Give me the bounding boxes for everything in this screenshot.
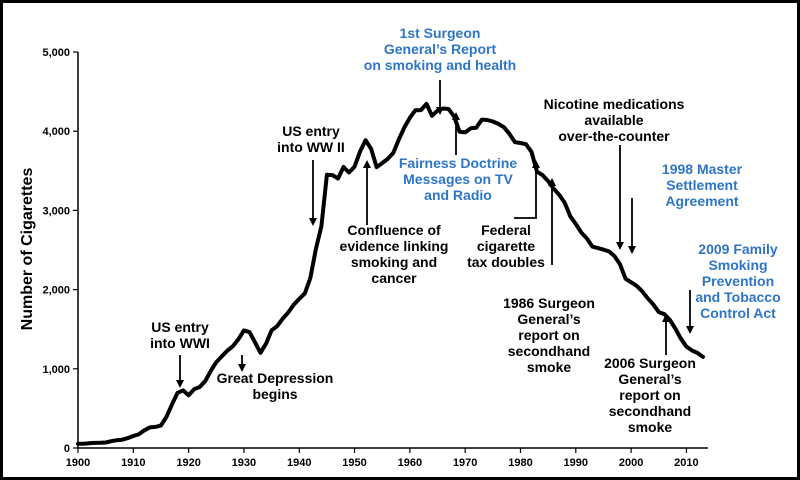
arrow-nicotine [616,145,624,250]
arrow-family-act [686,290,694,334]
annotation-first-sg-report: 1st Surgeon General’s Report on smoking an… [364,25,516,73]
y-axis-label: Number of Cigarettes [19,168,36,331]
arrow-depression [238,355,246,372]
annotation-us-entry-wwi: US entry into WWI [150,319,210,351]
arrow-wwii [309,160,317,226]
annotation-sg-1986: 1986 Surgeon General’s report on secondhand… [503,295,595,375]
x-tick-label: 1950 [342,457,366,469]
x-tick-label: 1990 [564,457,588,469]
annotation-federal-tax: Federal cigarette tax doubles [467,222,545,270]
tick-labels: 0 1,000 2,000 3,000 4,000 5,000 1900 1910 1920 19… [42,47,698,469]
x-tick-label: 1930 [232,457,256,469]
annotation-sg-2006: 2006 Surgeon General’s report on secondhand… [604,355,696,435]
annotation-arrows [176,80,694,388]
arrow-wwi [176,355,184,388]
arrow-1986-sg [548,178,556,265]
annotation-us-entry-wwii: US entry into WW II [277,123,345,155]
arrow-confluence [363,160,371,225]
x-tick-label: 2010 [674,457,698,469]
arrow-federal-tax [514,160,540,219]
annotation-master-settlement: 1998 Master Settlement Agreement [662,161,743,209]
y-tick-label: 4,000 [42,126,70,138]
annotation-fairness-doctrine: Fairness Doctrine Messages on TV and Radio [399,155,517,203]
arrow-master [628,198,636,254]
annotation-nicotine-otc: Nicotine medications available over-the-co… [544,96,685,144]
annotation-great-depression: Great Depression begins [217,370,334,402]
axes [77,52,708,449]
x-tick-label: 1910 [121,457,145,469]
y-tick-label: 2,000 [42,285,70,297]
x-tick-label: 1920 [176,457,200,469]
y-tick-label: 1,000 [42,364,70,376]
arrow-2006-sg [662,314,670,355]
arrow-fairness [452,112,460,155]
x-tick-label: 1900 [66,457,90,469]
arrow-first-sg [436,80,444,115]
x-tick-label: 1980 [508,457,532,469]
y-tick-label: 3,000 [42,205,70,217]
y-tick-label: 0 [64,443,70,455]
x-tick-label: 1940 [287,457,311,469]
annotation-confluence: Confluence of evidence linking smoking and… [340,222,449,286]
x-tick-label: 1960 [398,457,422,469]
annotation-family-smoking-act: 2009 Family Smoking Prevention and Tobacco C… [695,241,780,321]
x-tick-label: 2000 [619,457,643,469]
y-tick-label: 5,000 [42,47,70,59]
series-line [76,101,705,446]
x-tick-label: 1970 [453,457,477,469]
